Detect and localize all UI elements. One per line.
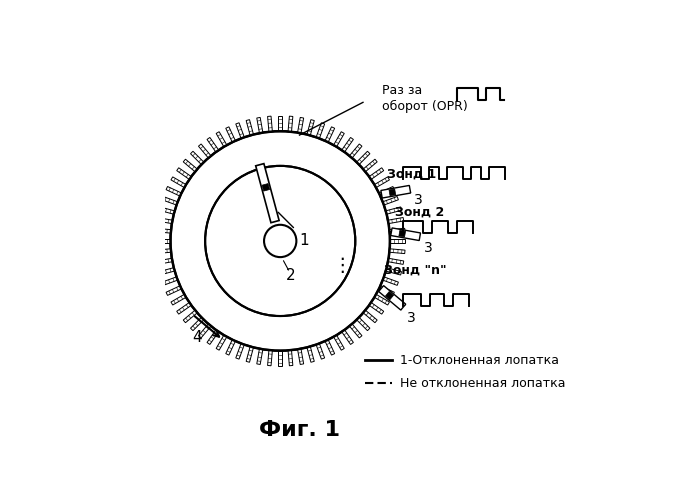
Polygon shape (256, 118, 263, 133)
Polygon shape (190, 151, 204, 164)
Polygon shape (369, 302, 384, 314)
Text: 3: 3 (424, 240, 432, 254)
Polygon shape (369, 168, 384, 179)
Polygon shape (199, 324, 211, 338)
Polygon shape (374, 177, 390, 188)
Polygon shape (279, 350, 282, 366)
Polygon shape (166, 286, 181, 296)
Text: Не отклоненная лопатка: Не отклоненная лопатка (399, 377, 565, 390)
Polygon shape (279, 116, 282, 131)
Text: Раз за
оборот (OPR): Раз за оборот (OPR) (382, 84, 468, 112)
Polygon shape (268, 116, 273, 132)
Polygon shape (379, 186, 395, 196)
Polygon shape (157, 218, 172, 224)
Polygon shape (374, 294, 390, 305)
Polygon shape (162, 277, 178, 285)
Polygon shape (171, 294, 186, 305)
Polygon shape (256, 348, 263, 364)
Polygon shape (262, 184, 270, 191)
Polygon shape (166, 186, 181, 196)
Polygon shape (363, 159, 377, 172)
Polygon shape (236, 344, 245, 359)
Polygon shape (390, 249, 405, 254)
Polygon shape (334, 132, 344, 147)
Polygon shape (391, 228, 420, 240)
Polygon shape (236, 123, 245, 138)
Polygon shape (357, 318, 370, 330)
Text: 4: 4 (192, 330, 201, 345)
Text: 3: 3 (407, 311, 416, 325)
Polygon shape (390, 239, 406, 242)
Polygon shape (383, 277, 399, 285)
Polygon shape (199, 144, 211, 158)
Polygon shape (298, 348, 304, 364)
Polygon shape (207, 330, 219, 344)
Polygon shape (226, 127, 236, 142)
Text: 2: 2 (286, 268, 296, 283)
Polygon shape (390, 228, 405, 233)
Polygon shape (171, 177, 186, 188)
Polygon shape (342, 330, 353, 344)
Polygon shape (357, 151, 370, 164)
Polygon shape (155, 249, 171, 254)
Polygon shape (162, 196, 178, 205)
Polygon shape (316, 123, 325, 138)
Polygon shape (389, 189, 396, 196)
Polygon shape (246, 346, 254, 362)
Polygon shape (288, 116, 293, 132)
Polygon shape (177, 302, 191, 314)
Polygon shape (155, 228, 171, 233)
Text: 3: 3 (414, 193, 422, 207)
Polygon shape (298, 118, 304, 133)
Polygon shape (325, 340, 335, 355)
Polygon shape (342, 138, 353, 152)
Polygon shape (155, 239, 171, 242)
Polygon shape (379, 286, 395, 296)
Polygon shape (316, 344, 325, 359)
Polygon shape (159, 268, 175, 275)
Text: Зонд "n": Зонд "n" (383, 264, 446, 277)
Circle shape (205, 166, 355, 316)
Polygon shape (256, 164, 279, 222)
Polygon shape (334, 335, 344, 350)
Polygon shape (268, 350, 273, 366)
Polygon shape (288, 350, 293, 366)
Polygon shape (307, 120, 314, 136)
Polygon shape (385, 207, 401, 214)
Text: Зонд 1: Зонд 1 (388, 168, 436, 180)
Polygon shape (399, 230, 406, 237)
Polygon shape (177, 168, 191, 179)
Polygon shape (363, 310, 377, 322)
Text: ⋮: ⋮ (332, 256, 351, 276)
Polygon shape (216, 132, 227, 147)
Polygon shape (383, 196, 399, 205)
Polygon shape (307, 346, 314, 362)
Text: Фиг. 1: Фиг. 1 (259, 420, 340, 440)
Polygon shape (385, 268, 401, 275)
Text: 1: 1 (299, 234, 309, 248)
Polygon shape (226, 340, 236, 355)
Polygon shape (190, 318, 204, 330)
Polygon shape (207, 138, 219, 152)
Polygon shape (246, 120, 254, 136)
Polygon shape (325, 127, 335, 142)
Polygon shape (159, 207, 175, 214)
Polygon shape (183, 310, 197, 322)
Polygon shape (157, 258, 172, 264)
Text: 1-Отклоненная лопатка: 1-Отклоненная лопатка (399, 354, 558, 367)
Polygon shape (378, 286, 406, 310)
Polygon shape (388, 258, 404, 264)
Polygon shape (381, 186, 411, 198)
Polygon shape (388, 218, 404, 224)
Text: Зонд 2: Зонд 2 (395, 206, 445, 219)
Polygon shape (349, 324, 362, 338)
Polygon shape (216, 335, 227, 350)
Circle shape (264, 225, 296, 257)
Polygon shape (385, 292, 394, 300)
Circle shape (171, 131, 390, 350)
Polygon shape (183, 159, 197, 172)
Polygon shape (349, 144, 362, 158)
